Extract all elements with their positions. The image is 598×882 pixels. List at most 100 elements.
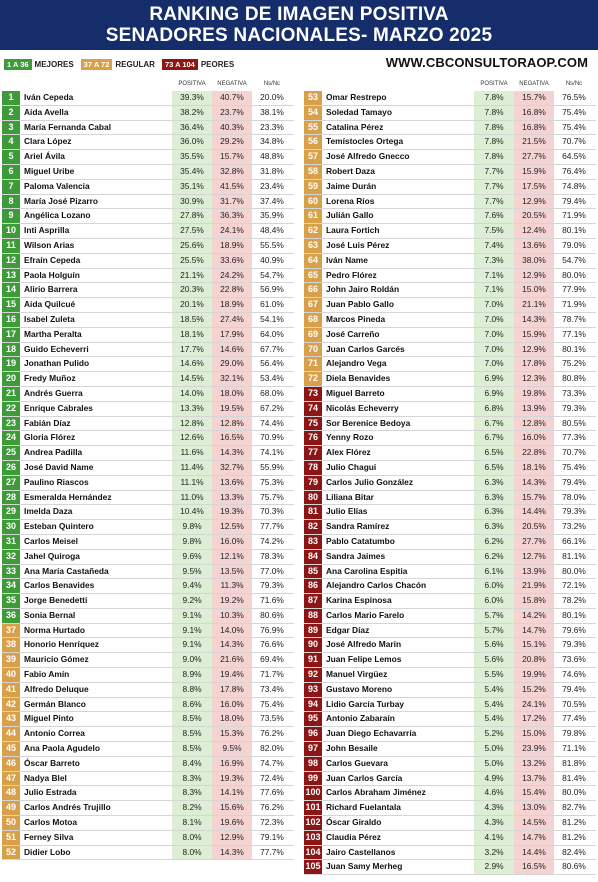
negative-value: 11.3% xyxy=(212,579,252,594)
positive-value: 5.6% xyxy=(474,638,514,653)
senator-name: Aida Quilcué xyxy=(24,299,76,310)
table-row: 68 Marcos Pineda 7.0% 14.3% 78.7% xyxy=(304,312,596,328)
table-row: 87 Karina Espinosa 6.0% 15.8% 78.2% xyxy=(304,594,596,609)
nsnc-value: 73.3% xyxy=(554,386,594,401)
senator-name: Alex Flórez xyxy=(326,447,371,458)
negative-value: 13.6% xyxy=(514,238,554,253)
rank-badge: 69 xyxy=(304,327,322,342)
positive-value: 6.3% xyxy=(474,490,514,505)
negative-value: 18.9% xyxy=(212,238,252,253)
senator-name: Ana María Castañeda xyxy=(24,565,109,576)
positive-value: 9.4% xyxy=(172,579,212,594)
table-row: 60 Lorena Ríos 7.7% 12.9% 79.4% xyxy=(304,194,596,210)
table-row: 82 Sandra Ramírez 6.3% 20.5% 73.2% xyxy=(304,520,596,535)
table-row: 100 Carlos Abraham Jiménez 4.6% 15.4% 80.0% xyxy=(304,786,596,802)
nsnc-value: 81.8% xyxy=(554,756,594,771)
negative-value: 12.9% xyxy=(514,268,554,283)
rank-badge: 29 xyxy=(2,505,20,520)
rank-badge: 11 xyxy=(2,238,20,253)
negative-value: 14.4% xyxy=(514,505,554,520)
rank-badge: 68 xyxy=(304,312,322,327)
senator-name: María Fernanda Cabal xyxy=(24,121,112,132)
rank-badge: 30 xyxy=(2,520,20,534)
rank-badge: 96 xyxy=(304,727,322,742)
table-row: 40 Fabio Amín 8.9% 19.4% 71.7% xyxy=(2,668,294,683)
positive-value: 11.1% xyxy=(172,475,212,490)
rank-badge: 25 xyxy=(2,446,20,460)
positive-value: 4.3% xyxy=(474,816,514,830)
rank-badge: 60 xyxy=(304,194,322,209)
positive-value: 5.0% xyxy=(474,742,514,756)
nsnc-value: 82.7% xyxy=(554,801,594,816)
senator-name: Paloma Valencia xyxy=(24,180,90,191)
table-row: 97 John Besaile 5.0% 23.9% 71.1% xyxy=(304,742,596,757)
positive-value: 6.3% xyxy=(474,475,514,490)
nsnc-value: 70.3% xyxy=(252,505,292,520)
table-row: 76 Yenny Rozo 6.7% 16.0% 77.3% xyxy=(304,431,596,447)
rank-badge: 22 xyxy=(2,401,20,416)
nsnc-value: 54.7% xyxy=(252,268,292,283)
nsnc-value: 75.7% xyxy=(252,490,292,505)
nsnc-value: 82.0% xyxy=(252,742,292,756)
nsnc-value: 78.2% xyxy=(554,594,594,608)
senator-name: Carlos Guevara xyxy=(326,757,388,768)
senator-name: Alirio Barrera xyxy=(24,284,78,295)
nsnc-value: 55.9% xyxy=(252,460,292,475)
table-row: 59 Jaime Durán 7.7% 17.5% 74.8% xyxy=(304,179,596,195)
senator-name: John Jairo Roldán xyxy=(326,284,400,295)
rank-badge: 63 xyxy=(304,238,322,253)
negative-value: 41.5% xyxy=(212,179,252,194)
rank-badge: 62 xyxy=(304,224,322,238)
positive-value: 14.6% xyxy=(172,357,212,372)
rank-badge: 4 xyxy=(2,135,20,150)
senator-name: Diela Benavides xyxy=(326,373,391,384)
positive-value: 4.1% xyxy=(474,830,514,845)
senator-name: Jairo Castellanos xyxy=(326,846,396,857)
rank-badge: 44 xyxy=(2,727,20,742)
legend-mid-swatch: 37 A 72 xyxy=(80,58,113,70)
table-row: 84 Sandra Jaimes 6.2% 12.7% 81.1% xyxy=(304,549,596,565)
senator-name: Esteban Quintero xyxy=(24,521,94,532)
nsnc-value: 70.7% xyxy=(554,135,594,150)
rank-badge: 5 xyxy=(2,150,20,164)
senator-name: Manuel Virgüez xyxy=(326,669,388,680)
senator-name: Paulino Riascos xyxy=(24,476,89,487)
nsnc-value: 73.6% xyxy=(554,653,594,668)
page-title: RANKING DE IMAGEN POSITIVA xyxy=(149,4,449,25)
positive-value: 8.3% xyxy=(172,786,212,801)
rank-badge: 10 xyxy=(2,224,20,238)
positive-value: 14.0% xyxy=(172,386,212,401)
negative-value: 19.6% xyxy=(212,816,252,830)
rank-badge: 39 xyxy=(2,653,20,668)
rank-badge: 85 xyxy=(304,564,322,579)
rank-badge: 56 xyxy=(304,135,322,150)
positive-value: 8.6% xyxy=(172,697,212,712)
table-row: 105 Juan Samy Merheg 2.9% 16.5% 80.6% xyxy=(304,860,596,876)
senator-name: Ana Paola Agudelo xyxy=(24,743,101,754)
senator-name: Iván Name xyxy=(326,254,368,265)
senator-name: Óscar Barreto xyxy=(24,757,80,768)
nsnc-value: 64.0% xyxy=(252,327,292,342)
negative-value: 14.7% xyxy=(514,830,554,845)
rank-badge: 86 xyxy=(304,579,322,594)
table-row: 28 Esmeralda Hernández 11.0% 13.3% 75.7% xyxy=(2,490,294,506)
senator-name: Mauricio Gómez xyxy=(24,654,89,665)
legend-low-label: PEORES xyxy=(200,59,235,69)
nsnc-value: 37.4% xyxy=(252,194,292,209)
nsnc-value: 79.6% xyxy=(554,623,594,638)
negative-value: 32.1% xyxy=(212,372,252,386)
senator-name: Jorge Benedetti xyxy=(24,595,88,606)
positive-value: 7.0% xyxy=(474,342,514,357)
rank-badge: 1 xyxy=(2,91,20,105)
senator-name: Karina Espinosa xyxy=(326,595,392,606)
senator-name: Angélica Lozano xyxy=(24,210,91,221)
nsnc-value: 80.0% xyxy=(554,786,594,801)
negative-value: 12.8% xyxy=(212,416,252,431)
nsnc-value: 66.1% xyxy=(554,534,594,549)
positive-value: 9.5% xyxy=(172,564,212,579)
table-row: 33 Ana María Castañeda 9.5% 13.5% 77.0% xyxy=(2,564,294,580)
table-row: 17 Martha Peralta 18.1% 17.9% 64.0% xyxy=(2,327,294,343)
positive-value: 8.8% xyxy=(172,682,212,697)
table-row: 36 Sonia Bernal 9.1% 10.3% 80.6% xyxy=(2,608,294,624)
table-row: 90 José Alfredo Marín 5.6% 15.1% 79.3% xyxy=(304,638,596,654)
